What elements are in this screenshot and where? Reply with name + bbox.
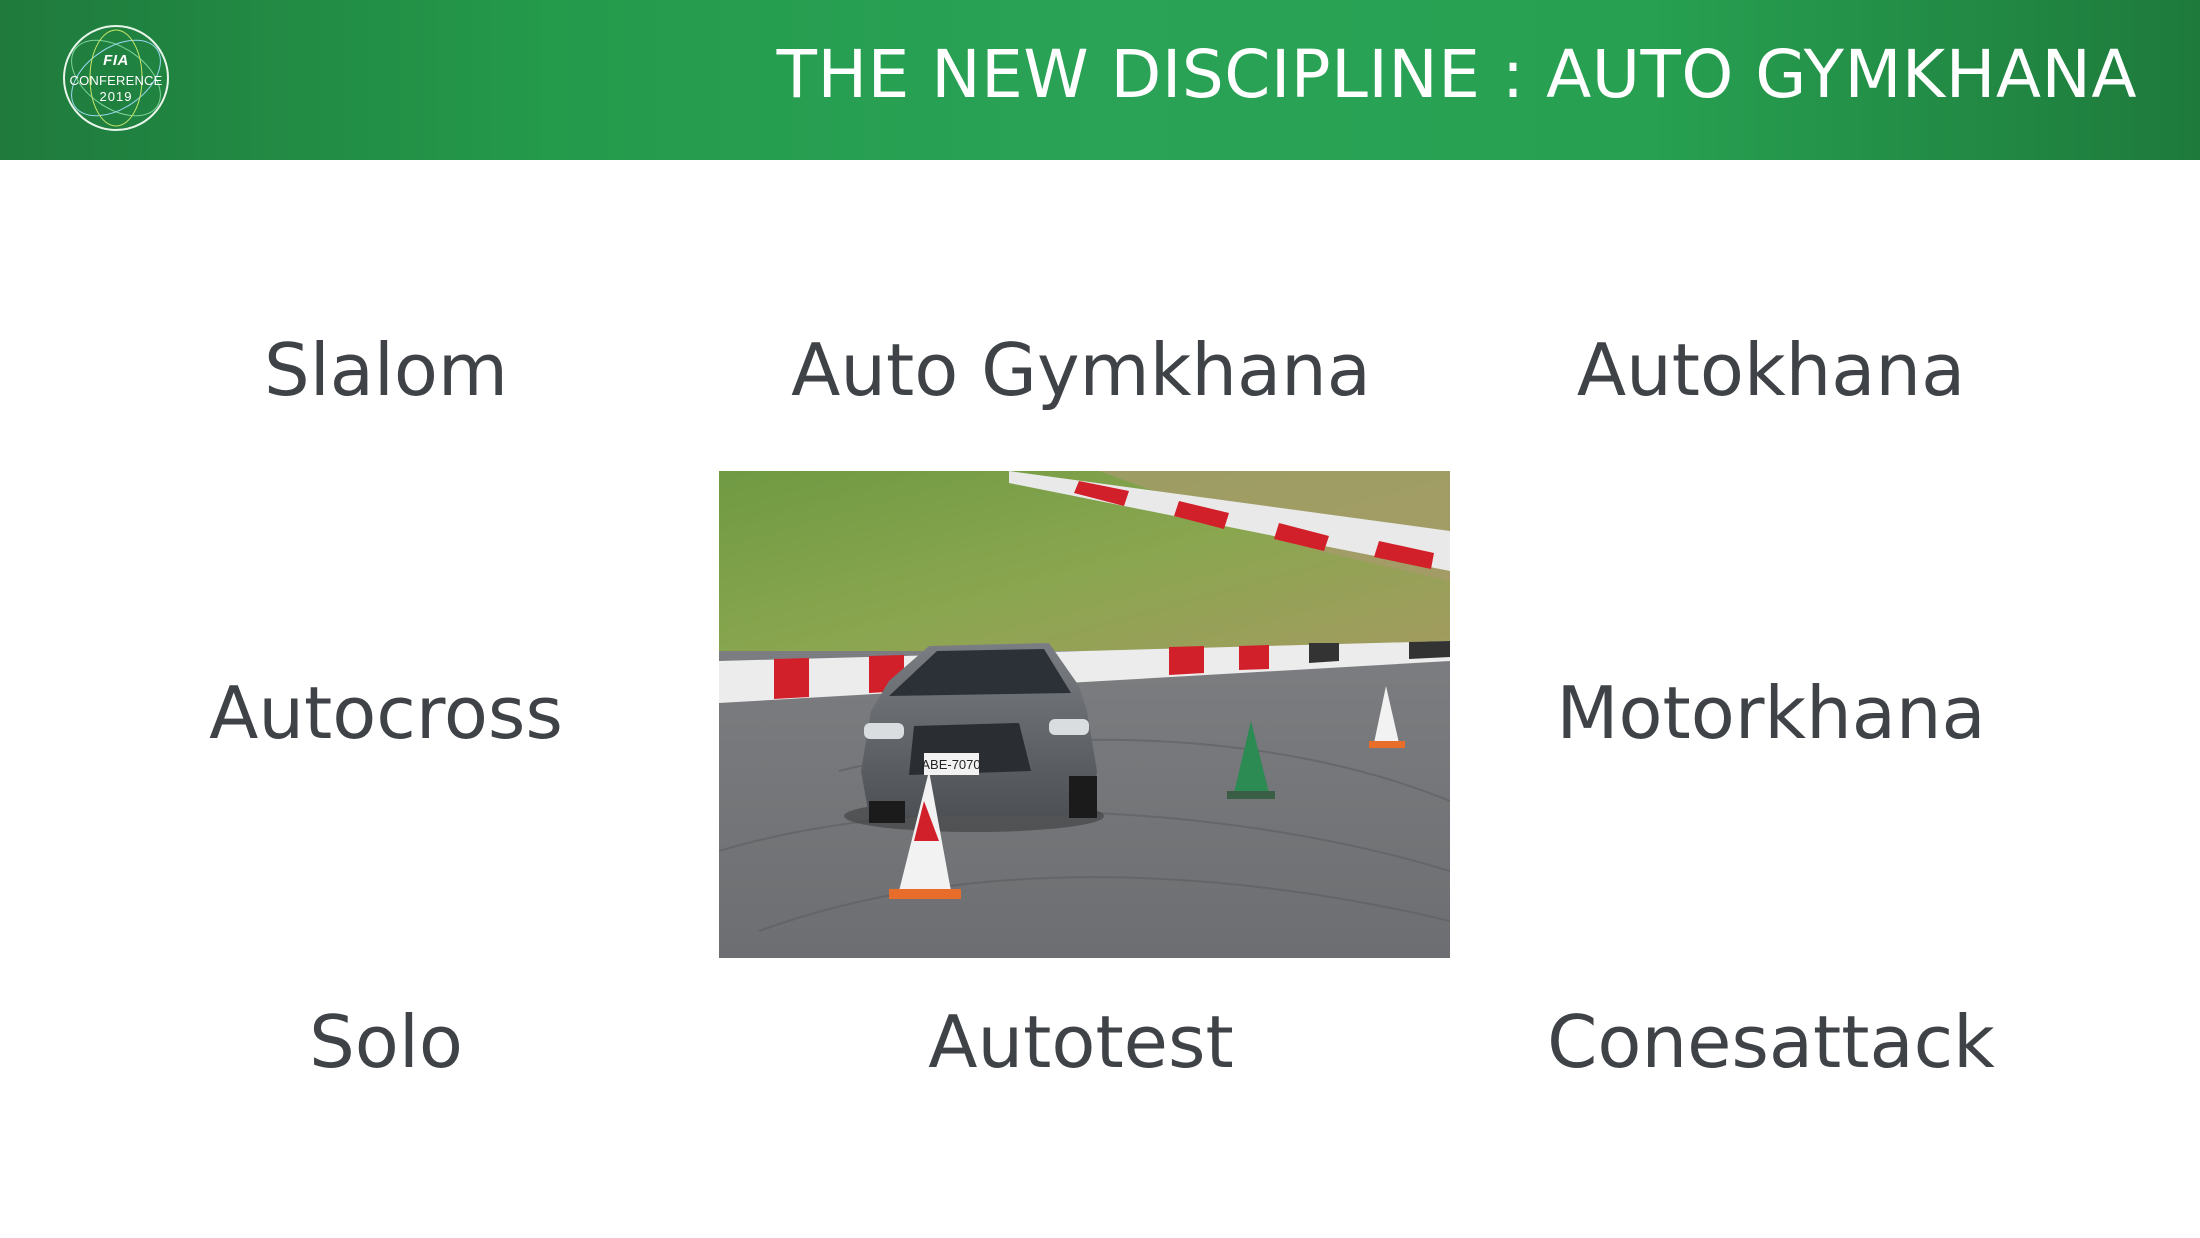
term-autokhana: Autokhana <box>1576 328 1966 412</box>
term-slalom: Slalom <box>263 328 509 412</box>
term-auto-gymkhana: Auto Gymkhana <box>791 328 1371 412</box>
cone-back-right <box>1369 686 1405 748</box>
header-banner: FIA CONFERENCE 2019 THE NEW DISCIPLINE :… <box>0 0 2200 160</box>
term-conesattack: Conesattack <box>1547 1000 1995 1084</box>
logo-rings-icon <box>63 25 169 131</box>
logo-event: CONFERENCE <box>69 73 163 88</box>
term-autotest: Autotest <box>928 1000 1234 1084</box>
logo-brand: FIA <box>103 52 129 69</box>
upper-curb <box>1009 471 1450 571</box>
term-motorkhana: Motorkhana <box>1556 671 1986 755</box>
slide-title: THE NEW DISCIPLINE : AUTO GYMKHANA <box>776 36 2137 113</box>
gymkhana-photo: ABE-7070 <box>719 471 1450 958</box>
car: ABE-7070 <box>844 643 1104 832</box>
fia-conference-logo: FIA CONFERENCE 2019 <box>60 22 172 134</box>
cone-green <box>1227 721 1275 799</box>
logo-year: 2019 <box>99 89 133 104</box>
term-solo: Solo <box>309 1000 463 1084</box>
term-autocross: Autocross <box>209 671 563 755</box>
cone-front-left <box>889 771 961 899</box>
license-plate: ABE-7070 <box>921 757 980 772</box>
